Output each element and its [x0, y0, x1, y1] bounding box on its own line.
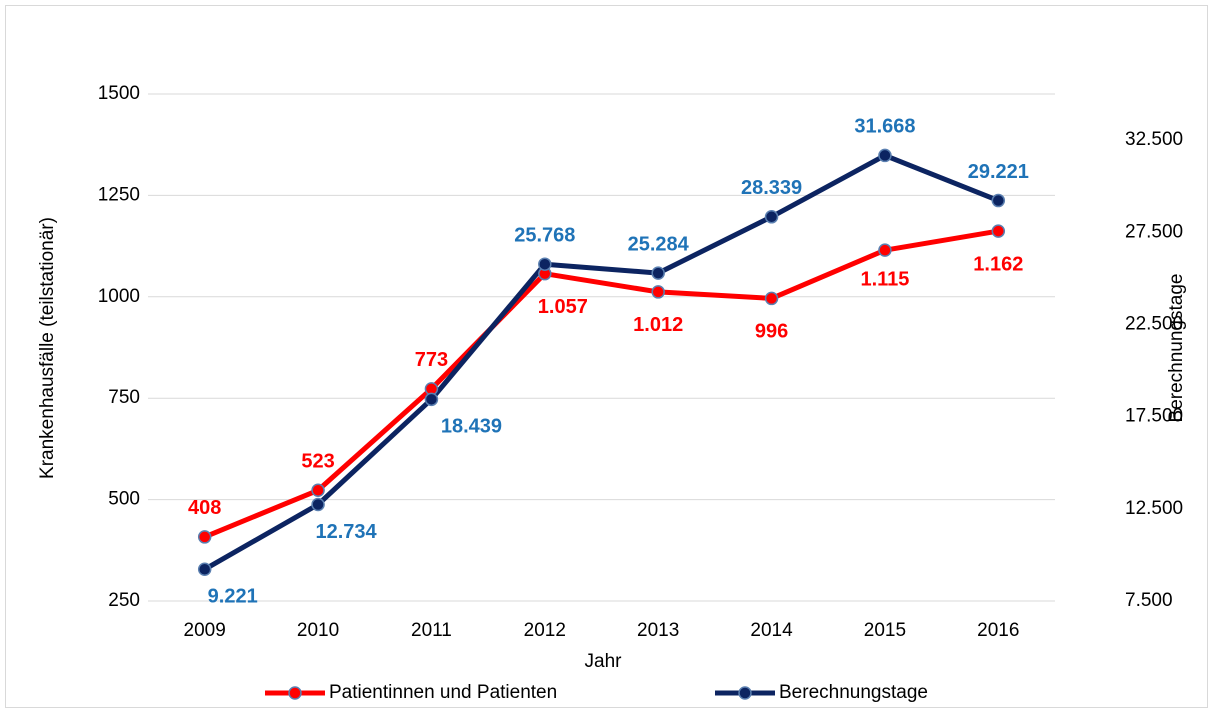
y2-tick-label: 12.500 [1125, 498, 1183, 519]
value-label: 18.439 [441, 416, 502, 438]
legend-label: Berechnungstage [779, 682, 928, 703]
marker [991, 193, 1006, 208]
value-label: 31.668 [854, 116, 915, 138]
marker [991, 224, 1006, 238]
value-label: 773 [415, 349, 448, 371]
y2-tick-label: 27.500 [1125, 221, 1183, 242]
y2-axis-title: Berechnungstage [1166, 274, 1187, 423]
value-label: 9.221 [208, 586, 258, 608]
x-tick-label: 2014 [750, 620, 793, 641]
x-tick-label: 2009 [184, 620, 226, 641]
value-label: 1.057 [538, 296, 588, 318]
x-tick-label: 2015 [864, 620, 906, 641]
marker [764, 210, 779, 224]
value-label: 1.162 [973, 253, 1023, 275]
legend-marker [288, 686, 302, 700]
marker [651, 266, 665, 280]
marker [878, 243, 892, 257]
y-tick-label: 500 [108, 489, 140, 510]
y-tick-label: 1000 [98, 286, 140, 307]
x-tick-label: 2016 [977, 620, 1019, 641]
y-tick-label: 1250 [98, 184, 140, 205]
marker [197, 562, 212, 577]
y2-tick-label: 32.500 [1125, 129, 1183, 150]
y2-tick-label: 22.500 [1125, 313, 1183, 334]
marker [538, 257, 552, 271]
value-label: 25.768 [514, 224, 575, 246]
y-axis-title: Krankenhausfälle (teilstationär) [37, 217, 58, 479]
value-label: 12.734 [315, 521, 377, 543]
x-axis-title: Jahr [585, 651, 623, 672]
y2-tick-label: 7.500 [1125, 590, 1173, 611]
y2-tick-label: 17.500 [1125, 406, 1183, 427]
marker [311, 497, 325, 512]
marker [197, 530, 212, 544]
marker [311, 483, 325, 498]
x-tick-label: 2011 [411, 620, 452, 641]
line [203, 228, 999, 540]
x-tick-label: 2010 [297, 620, 339, 641]
y-tick-label: 1500 [98, 83, 140, 104]
value-label: 29.221 [968, 161, 1029, 183]
line [203, 152, 1000, 572]
marker [764, 291, 779, 306]
legend-marker [738, 686, 752, 700]
y-tick-label: 250 [108, 590, 140, 611]
chart-border [5, 5, 1208, 708]
y-tick-label: 750 [108, 387, 140, 408]
marker [878, 148, 892, 163]
marker [424, 392, 439, 407]
value-label: 523 [301, 451, 334, 473]
value-label: 25.284 [628, 233, 690, 255]
marker [651, 285, 665, 299]
legend-label: Patientinnen und Patienten [329, 682, 557, 703]
value-label: 996 [755, 321, 788, 343]
value-label: 1.115 [860, 268, 909, 290]
value-label: 408 [188, 497, 221, 519]
x-tick-label: 2012 [524, 620, 566, 641]
value-label: 1.012 [633, 314, 683, 336]
value-label: 28.339 [741, 177, 802, 199]
x-tick-label: 2013 [637, 620, 679, 641]
